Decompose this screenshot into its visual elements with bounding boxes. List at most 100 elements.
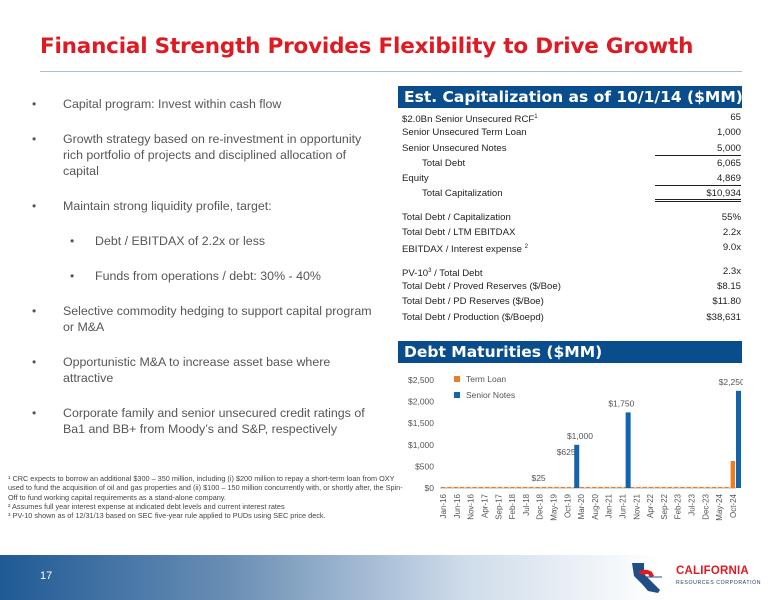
table-row-total-debt: Total Debt 6,065 [400, 156, 741, 171]
logo-subtitle: RESOURCES CORPORATION [676, 580, 762, 586]
bullet-item: Opportunistic M&A to increase asset base… [32, 354, 382, 386]
y-tick-label: $2,000 [408, 397, 434, 407]
footnote: ² Assumes full year interest expense at … [8, 501, 285, 511]
page-number: 17 [40, 570, 53, 582]
row-label: PV-103 / Total Debt [402, 267, 483, 279]
x-tick-label: Dec-23 [701, 493, 710, 519]
term-loan-bar [680, 486, 685, 488]
x-tick-label: May-24 [715, 493, 724, 520]
term-loan-bar [667, 486, 673, 488]
term-loan-bar [535, 486, 540, 488]
row-value: 1,000 [716, 127, 741, 139]
term-loan-bar [636, 486, 641, 488]
term-loan-bar [541, 486, 547, 488]
row-label: Senior Unsecured Notes [402, 142, 507, 154]
term-loan-bar [724, 486, 729, 488]
senior-notes-bar [625, 412, 631, 488]
term-loan-bar [491, 486, 496, 488]
table-row: $2.0Bn Senior Unsecured RCF1 65 [400, 110, 741, 125]
term-loan-bar [478, 486, 484, 488]
term-loan-bar [629, 486, 635, 488]
bullet-list: Capital program: Invest within cash flow… [32, 96, 382, 456]
table-row: Total Debt / PD Reserves ($/Boe) $11.80 [400, 294, 741, 309]
y-tick-label: $500 [415, 461, 434, 471]
x-tick-label: Apr-22 [646, 493, 655, 518]
x-tick-label: Jun-21 [618, 493, 627, 518]
table-row: Total Debt / Production ($/Boepd) $38,63… [400, 310, 741, 325]
bullet-item: Selective commodity hedging to support c… [32, 303, 382, 335]
row-label: Total Debt [422, 157, 466, 169]
term-loan-bar [642, 486, 647, 488]
row-label: Total Debt / Capitalization [402, 211, 511, 223]
term-loan-bar [548, 486, 553, 488]
term-loan-bar [459, 486, 465, 488]
footnotes: ¹ CRC expects to borrow an additional $3… [8, 474, 406, 520]
sub-bullet-item: Debt / EBITDAX of 2.2x or less [70, 233, 382, 249]
term-loan-bar [560, 486, 566, 488]
term-loan-bar [585, 486, 591, 488]
capitalization-header: Est. Capitalization as of 10/1/14 ($MM) [398, 86, 743, 108]
term-loan-bar [566, 486, 572, 488]
term-loan-bar [447, 486, 452, 488]
row-label: Senior Unsecured Term Loan [402, 127, 527, 139]
x-tick-label: Aug-20 [591, 493, 600, 519]
data-label: $625 [557, 447, 576, 457]
data-label: $25 [531, 473, 545, 483]
x-tick-label: Oct-19 [563, 493, 572, 518]
term-loan-bar [610, 486, 616, 488]
table-row: Total Debt / LTM EBITDAX 2.2x [400, 225, 741, 240]
row-value: 5,000 [716, 142, 741, 154]
row-value: $11.80 [712, 296, 741, 308]
y-tick-label: $1,500 [408, 418, 434, 428]
term-loan-bar [516, 486, 521, 488]
subtotal-underline [655, 154, 741, 156]
table-row: Total Debt / Proved Reserves ($/Boe) $8.… [400, 279, 741, 294]
debt-maturities-chart: $0 $500 $1,000 $1,500 $2,000 $2,500 $25 $625 $1,… [408, 374, 743, 521]
row-value: 55% [721, 211, 741, 223]
y-tick-label: $1,000 [408, 440, 434, 450]
logo-wordmark: CALIFORNIA [676, 565, 749, 577]
row-value: 65 [730, 112, 741, 123]
term-loan-bar [453, 486, 458, 488]
term-loan-bar [554, 486, 559, 488]
term-loan-bar [497, 486, 503, 488]
footnote: ³ PV-10 shown as of 12/31/13 based on SE… [8, 511, 326, 521]
slide-title: Financial Strength Provides Flexibility … [40, 34, 694, 59]
table-row: Senior Unsecured Term Loan 1,000 [400, 125, 741, 140]
x-tick-label: Feb-23 [674, 493, 683, 519]
bullet-item: Corporate family and senior unsecured cr… [32, 405, 382, 437]
x-tick-label: Dec-18 [536, 493, 545, 519]
x-tick-label: Jun-16 [453, 493, 462, 518]
row-value: 2.2x [722, 227, 741, 239]
term-loan-bar [579, 486, 584, 488]
row-value: $8.15 [716, 280, 741, 292]
bullet-item: Growth strategy based on re-investment i… [32, 131, 382, 179]
capitalization-table: $2.0Bn Senior Unsecured RCF1 65 Senior U… [400, 110, 741, 325]
california-state-logo-icon [632, 563, 662, 593]
term-loan-bar [617, 486, 622, 488]
row-label: EBITDAX / Interest expense 2 [402, 244, 528, 256]
term-loan-bar [661, 486, 666, 488]
data-label: $2,250 [719, 377, 743, 387]
x-tick-label: Sep-22 [660, 493, 669, 519]
table-row: Total Debt / Capitalization 55% [400, 210, 741, 225]
term-loan-bar [604, 486, 610, 488]
total-double-underline [655, 198, 741, 202]
term-loan-bar [705, 486, 710, 488]
row-value: 2.3x [722, 265, 741, 277]
bullet-item: Maintain strong liquidity profile, targe… [32, 198, 382, 214]
x-tick-label: Nov-16 [467, 493, 476, 519]
x-tick-label: Jan-21 [605, 493, 614, 518]
term-loan-bar [711, 486, 717, 488]
legend-swatch [454, 392, 460, 398]
row-label: Total Debt / LTM EBITDAX [402, 227, 516, 239]
subtotal-underline [655, 185, 741, 187]
x-tick-label: Jan-16 [439, 493, 448, 518]
table-row: PV-103 / Total Debt 2.3x [400, 264, 741, 279]
row-value: 9.0x [722, 242, 741, 254]
x-tick-label: Feb-18 [508, 493, 517, 519]
y-tick-label: $0 [425, 483, 435, 493]
x-tick-label: Mar-20 [577, 493, 586, 519]
y-tick-label: $2,500 [408, 375, 434, 385]
senior-notes-bar [736, 390, 741, 488]
